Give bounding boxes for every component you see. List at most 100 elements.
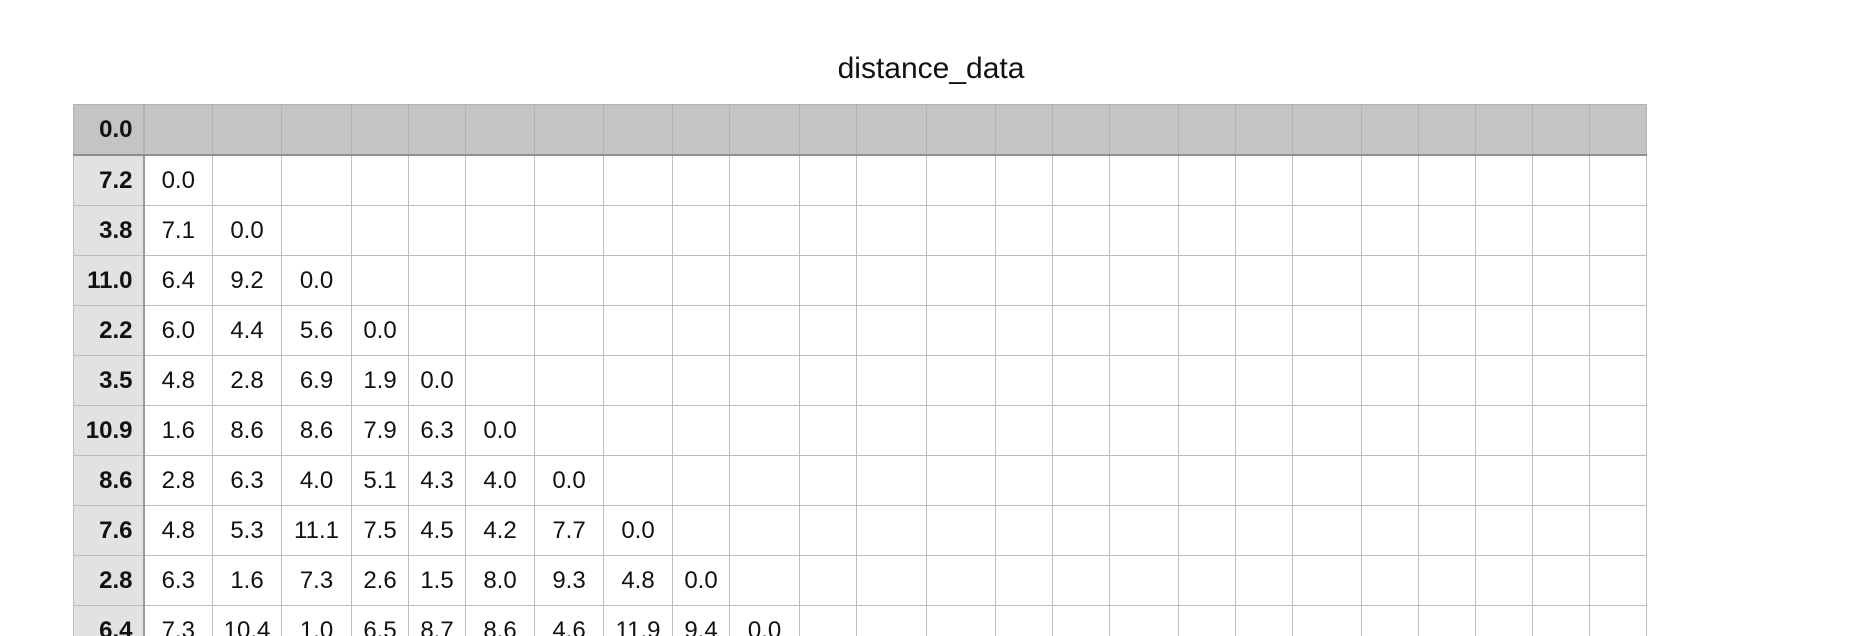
table-cell[interactable]	[995, 455, 1053, 506]
table-cell[interactable]	[465, 355, 535, 406]
table-cell[interactable]	[672, 405, 730, 456]
row-label[interactable]: 2.8	[73, 555, 145, 606]
table-cell[interactable]	[1052, 505, 1110, 556]
table-cell[interactable]	[1235, 455, 1293, 506]
table-cell[interactable]	[1109, 355, 1179, 406]
table-cell[interactable]	[729, 305, 800, 356]
table-cell[interactable]	[856, 255, 927, 306]
table-cell[interactable]	[672, 104, 730, 156]
table-cell[interactable]	[672, 455, 730, 506]
table-cell[interactable]	[1532, 255, 1590, 306]
table-cell[interactable]	[1178, 255, 1236, 306]
table-cell[interactable]	[1292, 405, 1362, 456]
table-cell[interactable]	[1361, 305, 1419, 356]
table-cell[interactable]	[799, 505, 857, 556]
table-cell[interactable]	[534, 255, 604, 306]
table-cell[interactable]	[1292, 505, 1362, 556]
table-cell[interactable]: 7.7	[534, 505, 604, 556]
table-cell[interactable]	[729, 154, 800, 206]
table-cell[interactable]	[729, 405, 800, 456]
table-cell[interactable]	[995, 555, 1053, 606]
table-cell[interactable]	[212, 154, 282, 206]
table-cell[interactable]	[856, 154, 927, 206]
table-cell[interactable]: 1.6	[212, 555, 282, 606]
table-cell[interactable]: 0.0	[212, 205, 282, 256]
table-cell[interactable]	[1109, 405, 1179, 456]
table-cell[interactable]	[143, 104, 213, 156]
table-cell[interactable]: 11.1	[281, 505, 352, 556]
table-cell[interactable]	[1292, 104, 1362, 156]
table-cell[interactable]: 7.5	[351, 505, 409, 556]
table-cell[interactable]	[351, 205, 409, 256]
table-cell[interactable]	[1292, 555, 1362, 606]
table-cell[interactable]	[1052, 555, 1110, 606]
table-cell[interactable]	[926, 405, 996, 456]
table-cell[interactable]	[1532, 205, 1590, 256]
table-cell[interactable]: 4.6	[534, 605, 604, 636]
table-cell[interactable]: 6.0	[143, 305, 213, 356]
table-cell[interactable]: 8.6	[465, 605, 535, 636]
table-cell[interactable]: 6.5	[351, 605, 409, 636]
table-cell[interactable]	[856, 605, 927, 636]
table-cell[interactable]	[1475, 505, 1533, 556]
table-cell[interactable]	[926, 555, 996, 606]
table-cell[interactable]	[408, 305, 466, 356]
table-cell[interactable]	[1361, 154, 1419, 206]
table-cell[interactable]	[995, 104, 1053, 156]
table-cell[interactable]: 0.0	[281, 255, 352, 306]
table-cell[interactable]	[729, 104, 800, 156]
table-cell[interactable]	[799, 205, 857, 256]
table-cell[interactable]	[1361, 104, 1419, 156]
table-cell[interactable]	[1361, 555, 1419, 606]
table-cell[interactable]	[1052, 455, 1110, 506]
table-cell[interactable]: 8.6	[212, 405, 282, 456]
table-cell[interactable]: 1.9	[351, 355, 409, 406]
table-cell[interactable]: 5.1	[351, 455, 409, 506]
table-cell[interactable]	[926, 305, 996, 356]
table-cell[interactable]	[995, 305, 1053, 356]
table-cell[interactable]: 4.8	[143, 505, 213, 556]
table-cell[interactable]	[1292, 455, 1362, 506]
table-cell[interactable]	[926, 154, 996, 206]
table-cell[interactable]	[1292, 355, 1362, 406]
table-cell[interactable]	[1418, 255, 1476, 306]
table-cell[interactable]	[799, 605, 857, 636]
table-cell[interactable]	[1109, 255, 1179, 306]
table-cell[interactable]	[1589, 154, 1647, 206]
table-cell[interactable]: 9.3	[534, 555, 604, 606]
table-cell[interactable]	[1109, 154, 1179, 206]
table-cell[interactable]	[926, 355, 996, 406]
table-cell[interactable]	[995, 205, 1053, 256]
table-cell[interactable]	[729, 255, 800, 306]
table-cell[interactable]	[1532, 305, 1590, 356]
table-cell[interactable]	[212, 104, 282, 156]
table-cell[interactable]	[1361, 355, 1419, 406]
table-cell[interactable]	[1361, 255, 1419, 306]
table-cell[interactable]	[856, 555, 927, 606]
table-cell[interactable]	[351, 104, 409, 156]
table-cell[interactable]	[995, 255, 1053, 306]
table-cell[interactable]	[926, 605, 996, 636]
table-cell[interactable]	[1178, 555, 1236, 606]
table-cell[interactable]	[856, 455, 927, 506]
table-cell[interactable]	[1292, 154, 1362, 206]
table-cell[interactable]	[1235, 305, 1293, 356]
table-cell[interactable]: 0.0	[603, 505, 673, 556]
table-cell[interactable]	[1235, 255, 1293, 306]
table-cell[interactable]	[465, 205, 535, 256]
table-cell[interactable]	[799, 104, 857, 156]
table-cell[interactable]	[1418, 154, 1476, 206]
table-cell[interactable]	[1418, 405, 1476, 456]
table-cell[interactable]	[1178, 305, 1236, 356]
table-cell[interactable]	[1418, 605, 1476, 636]
table-cell[interactable]	[408, 104, 466, 156]
table-cell[interactable]	[1589, 455, 1647, 506]
row-label[interactable]: 3.8	[73, 205, 145, 256]
table-cell[interactable]: 4.3	[408, 455, 466, 506]
table-cell[interactable]	[799, 455, 857, 506]
table-cell[interactable]	[1292, 605, 1362, 636]
table-cell[interactable]	[1532, 154, 1590, 206]
table-cell[interactable]	[1475, 205, 1533, 256]
table-cell[interactable]	[1109, 605, 1179, 636]
table-cell[interactable]: 4.0	[281, 455, 352, 506]
